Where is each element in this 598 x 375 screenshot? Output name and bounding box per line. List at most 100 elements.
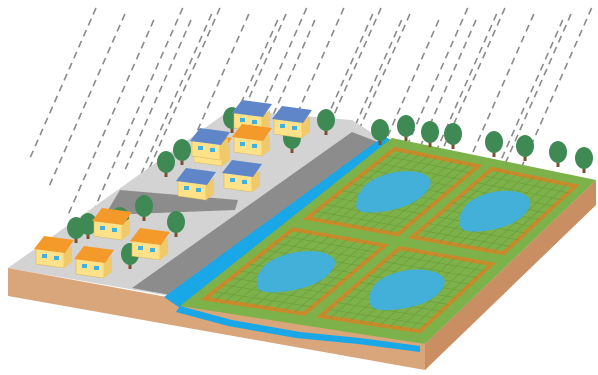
rain-streak xyxy=(29,7,97,159)
tree-crown xyxy=(173,139,191,161)
house-icon xyxy=(74,246,114,279)
field-grid-line xyxy=(475,182,562,200)
house-icon xyxy=(222,160,262,193)
tree-icon xyxy=(135,195,153,221)
house-window xyxy=(252,144,257,148)
tree-icon xyxy=(397,115,415,141)
house-window xyxy=(252,120,257,124)
house-icon xyxy=(176,168,216,201)
house-window xyxy=(292,126,297,130)
canal-outflow-stream xyxy=(176,306,420,352)
paddy-field xyxy=(408,166,580,256)
houses xyxy=(34,100,312,279)
tree-crown xyxy=(157,151,175,173)
tree-crown xyxy=(485,131,503,153)
tree-icon xyxy=(67,217,85,243)
field-grid-line xyxy=(388,164,471,233)
field-grid-line xyxy=(284,236,377,253)
flood-water-icon xyxy=(459,190,531,232)
tree-crown xyxy=(135,195,153,217)
house-roof xyxy=(190,128,230,145)
house-roof xyxy=(176,168,216,185)
house-roof xyxy=(92,208,132,225)
house-icon xyxy=(34,236,74,269)
tree-icon xyxy=(317,109,335,135)
road xyxy=(132,132,378,296)
house-window xyxy=(240,118,245,122)
tree-icon xyxy=(421,121,439,147)
house-window xyxy=(54,256,59,260)
house-window xyxy=(280,124,285,128)
field-grid-line xyxy=(383,261,478,278)
tree-crown xyxy=(317,109,335,131)
tree-icon xyxy=(444,123,462,149)
canal-outflow xyxy=(176,306,420,352)
rain-streak xyxy=(86,7,184,226)
tree-icon xyxy=(575,147,593,173)
tree-crown xyxy=(444,123,462,145)
field-grid-line xyxy=(294,243,376,313)
tree-icon xyxy=(173,139,191,165)
house-roof xyxy=(34,236,74,253)
house-icon xyxy=(92,208,132,241)
field-grid-line xyxy=(391,254,485,272)
paddy-field xyxy=(315,245,497,334)
house-window xyxy=(240,142,245,146)
tree-icon xyxy=(549,141,567,167)
field-grid-line xyxy=(377,162,463,181)
paddy-field xyxy=(200,227,390,316)
tree-icon xyxy=(167,211,185,237)
tree-crown xyxy=(549,141,567,163)
house-window xyxy=(94,266,99,270)
house-window xyxy=(100,226,105,230)
tree-crown xyxy=(575,147,593,169)
house-roof xyxy=(232,100,272,117)
house-icon xyxy=(232,124,272,157)
house-window xyxy=(184,186,189,190)
field-grid-line xyxy=(409,262,483,331)
field-grid-line xyxy=(483,175,569,194)
house-window xyxy=(150,248,155,252)
house-roof xyxy=(130,228,170,245)
canal xyxy=(164,136,394,308)
house-window xyxy=(210,148,215,152)
rain-streak xyxy=(124,19,192,171)
house-window xyxy=(230,178,235,182)
field-grid-line xyxy=(385,155,471,174)
house-icon xyxy=(190,128,230,161)
house-roof xyxy=(222,160,262,177)
paddy-fields xyxy=(200,146,580,334)
rain-streak xyxy=(48,13,126,187)
flood-water-icon xyxy=(356,171,431,213)
tree-icon xyxy=(516,135,534,161)
house-window xyxy=(198,146,203,150)
tree-icon xyxy=(485,131,503,157)
field-grid-line xyxy=(494,184,568,252)
tree-icon xyxy=(371,119,389,145)
house-window xyxy=(196,188,201,192)
house-window xyxy=(82,264,87,268)
house-roof xyxy=(74,246,114,263)
tree-crown xyxy=(167,211,185,233)
tree-icon xyxy=(157,151,175,177)
flood-water-icon xyxy=(369,269,445,311)
tree-crown xyxy=(516,135,534,157)
house-icon xyxy=(130,228,170,261)
flood-water-icon xyxy=(256,251,336,293)
rain-streak xyxy=(143,7,221,181)
house-window xyxy=(242,180,247,184)
house-icon xyxy=(272,106,312,139)
tree-crown xyxy=(67,217,85,239)
house-window xyxy=(138,246,143,250)
tree-crown xyxy=(397,115,415,137)
tree-crown xyxy=(421,121,439,143)
house-roof xyxy=(232,124,272,141)
slab-right-side xyxy=(425,180,596,370)
field-grid-line xyxy=(275,242,369,260)
house-window xyxy=(112,228,117,232)
house-roof xyxy=(272,106,312,123)
house-window xyxy=(42,254,47,258)
paddy-field xyxy=(302,146,483,237)
rain-streak xyxy=(504,13,572,165)
